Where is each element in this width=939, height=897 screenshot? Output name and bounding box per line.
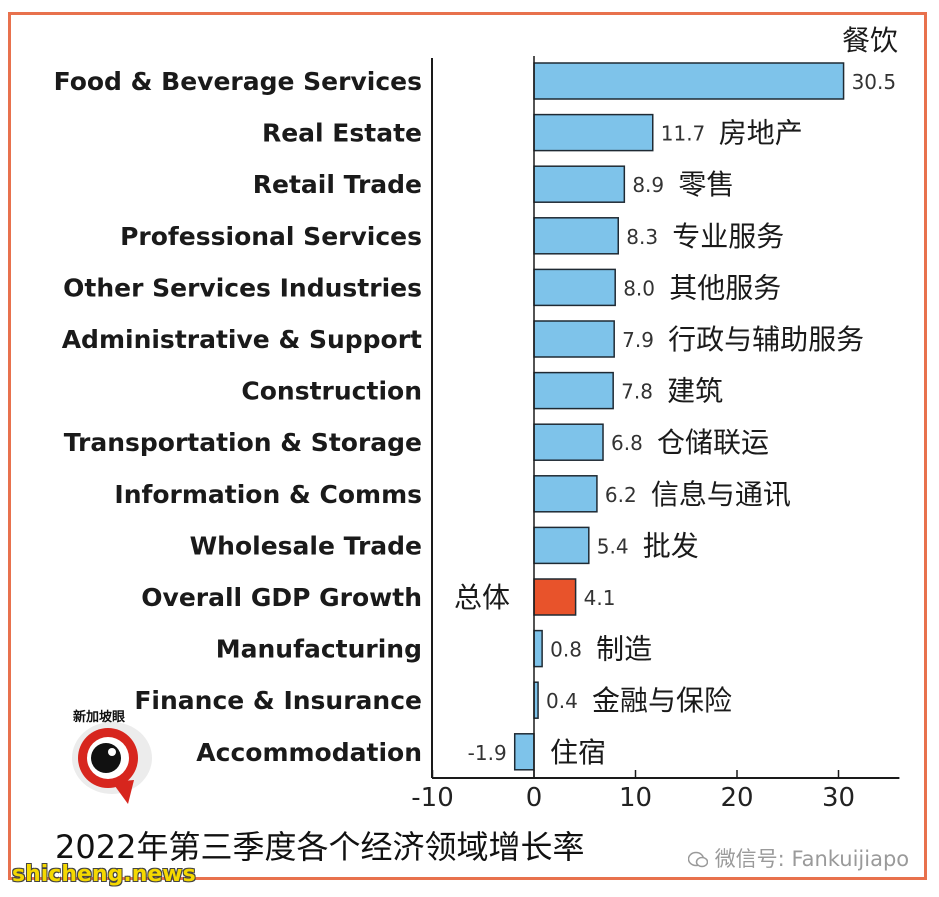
category-label: Information & Comms bbox=[114, 480, 422, 509]
chinese-label: 信息与通讯 bbox=[651, 478, 791, 511]
value-label: 6.2 bbox=[605, 483, 637, 507]
chart-title: 2022年第三季度各个经济领域增长率 bbox=[55, 828, 585, 866]
value-label: 0.8 bbox=[550, 638, 582, 662]
bar bbox=[533, 475, 598, 513]
value-label: 6.8 bbox=[611, 431, 643, 455]
bar bbox=[533, 423, 604, 461]
value-label: 0.4 bbox=[546, 689, 578, 713]
bar bbox=[513, 733, 535, 771]
category-label: Retail Trade bbox=[253, 170, 422, 199]
chinese-label: 仓储联运 bbox=[657, 426, 769, 459]
category-label: Food & Beverage Services bbox=[54, 67, 422, 96]
eye-logo-icon bbox=[72, 722, 152, 804]
site-watermark: shicheng.news bbox=[12, 862, 196, 887]
bar bbox=[533, 113, 654, 152]
bar bbox=[533, 165, 626, 203]
chinese-label: 金融与保险 bbox=[592, 684, 732, 717]
chinese-label: 行政与辅助服务 bbox=[668, 323, 864, 356]
category-label: Overall GDP Growth bbox=[141, 583, 422, 612]
category-label: Administrative & Support bbox=[62, 325, 422, 354]
category-label: Other Services Industries bbox=[63, 273, 422, 302]
value-label: 8.0 bbox=[623, 276, 655, 300]
bar bbox=[533, 320, 615, 358]
value-label: -1.9 bbox=[468, 741, 507, 765]
bar bbox=[533, 62, 845, 100]
corner-label: 餐饮 bbox=[842, 24, 898, 57]
value-label: 8.3 bbox=[626, 225, 658, 249]
bar bbox=[533, 268, 616, 307]
value-label: 7.8 bbox=[621, 380, 653, 404]
category-label: Finance & Insurance bbox=[134, 686, 422, 715]
chinese-label: 专业服务 bbox=[672, 220, 784, 253]
value-label: 8.9 bbox=[632, 173, 664, 197]
x-tick-label: 20 bbox=[720, 783, 753, 813]
category-label: Wholesale Trade bbox=[190, 531, 422, 560]
wechat-icon bbox=[687, 851, 709, 868]
x-tick-label: 10 bbox=[619, 783, 652, 813]
category-label: Transportation & Storage bbox=[64, 428, 422, 457]
chinese-label: 建筑 bbox=[667, 375, 723, 408]
value-label: 7.9 bbox=[622, 328, 654, 352]
bars-layer: Food & Beverage Services 30.5 Real Estate 1… bbox=[54, 62, 897, 771]
value-label: 30.5 bbox=[852, 70, 897, 94]
wechat-id: 微信号: Fankuijiapo bbox=[687, 843, 910, 873]
x-tick-label: 30 bbox=[822, 783, 855, 813]
value-label: 11.7 bbox=[661, 122, 706, 146]
chinese-label: 零售 bbox=[678, 168, 734, 201]
x-tick-label: 0 bbox=[526, 783, 543, 813]
value-label: 5.4 bbox=[597, 534, 629, 558]
chinese-label: 制造 bbox=[596, 633, 652, 666]
chinese-label: 住宿 bbox=[550, 736, 606, 769]
wechat-text: 微信号: Fankuijiapo bbox=[714, 847, 910, 871]
chinese-label: 批发 bbox=[643, 529, 699, 562]
bar bbox=[533, 371, 614, 410]
chart-frame bbox=[8, 12, 927, 880]
axes-layer: -10 0 10 20 30 bbox=[411, 56, 900, 813]
bar bbox=[533, 629, 543, 668]
x-tick-label: -10 bbox=[411, 783, 453, 813]
highlight-bar bbox=[533, 578, 577, 616]
category-label: Professional Services bbox=[120, 222, 422, 251]
category-label: Construction bbox=[241, 377, 422, 406]
bar bbox=[533, 526, 590, 565]
category-label: Accommodation bbox=[196, 738, 422, 767]
category-label: Real Estate bbox=[262, 119, 422, 148]
chinese-label: 其他服务 bbox=[669, 271, 781, 304]
chinese-label: 房地产 bbox=[719, 117, 803, 150]
value-label: 4.1 bbox=[584, 586, 616, 610]
chinese-label: 总体 bbox=[454, 581, 510, 614]
bar bbox=[533, 217, 619, 255]
category-label: Manufacturing bbox=[216, 635, 422, 664]
logo-text: 新加坡眼 bbox=[73, 710, 126, 725]
